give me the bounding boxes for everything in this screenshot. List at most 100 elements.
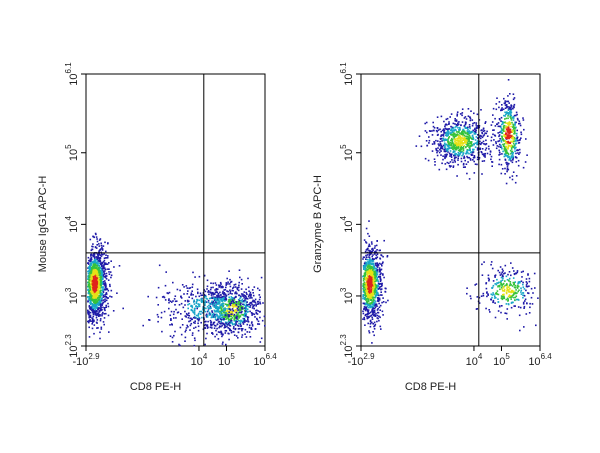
data-point [518, 314, 521, 317]
data-point [220, 298, 223, 300]
data-point [94, 308, 97, 311]
data-point [513, 138, 516, 140]
data-point [236, 288, 239, 291]
data-point [368, 251, 371, 254]
data-point [518, 153, 520, 155]
data-point [221, 303, 223, 306]
data-point [494, 283, 496, 285]
data-point [377, 284, 379, 286]
data-point [494, 316, 497, 319]
data-point [211, 332, 214, 334]
data-point [452, 134, 455, 137]
data-point [450, 113, 453, 115]
data-point [107, 279, 110, 281]
data-point [366, 281, 368, 283]
data-point [507, 109, 510, 111]
data-point [100, 248, 102, 250]
data-point [368, 262, 370, 264]
data-point [227, 318, 230, 321]
data-point [510, 298, 512, 300]
data-point [507, 130, 509, 133]
data-point [469, 151, 472, 154]
data-point [232, 304, 234, 306]
data-point [204, 323, 207, 326]
data-point [374, 277, 376, 279]
data-point [511, 289, 514, 292]
data-point [186, 293, 189, 295]
data-point [194, 326, 197, 329]
data-point [510, 274, 512, 277]
data-point [510, 117, 512, 120]
data-point [505, 145, 507, 148]
data-point [485, 282, 488, 284]
data-point [456, 175, 458, 177]
data-point [491, 161, 494, 163]
data-point [464, 123, 467, 126]
data-point [462, 152, 465, 154]
data-point [510, 291, 512, 294]
data-point [210, 316, 213, 319]
data-point [523, 305, 526, 308]
data-point [518, 282, 521, 284]
data-point [90, 289, 92, 291]
data-point [195, 317, 198, 319]
data-point [189, 320, 192, 322]
data-point [362, 310, 364, 313]
data-point [506, 137, 508, 139]
data-point [207, 290, 210, 292]
data-point [97, 267, 99, 269]
data-point [371, 275, 373, 278]
data-point [98, 260, 101, 263]
data-point [510, 107, 512, 109]
data-point [428, 136, 430, 138]
data-point [88, 326, 90, 329]
data-point [180, 333, 183, 336]
data-point [246, 308, 249, 311]
data-point [510, 306, 513, 309]
data-point [364, 268, 367, 270]
data-point [517, 281, 520, 284]
data-point [191, 332, 194, 334]
data-point [509, 130, 512, 132]
data-point [89, 293, 92, 295]
data-point [522, 119, 525, 121]
data-point [371, 266, 373, 269]
data-point [214, 325, 217, 327]
data-point [216, 306, 218, 308]
data-point [235, 305, 238, 308]
data-point [497, 269, 499, 272]
data-point [258, 289, 261, 291]
data-point [157, 304, 159, 306]
data-point [506, 150, 508, 152]
data-point [89, 271, 92, 273]
data-point [492, 129, 494, 131]
data-point [100, 289, 102, 291]
data-point [105, 278, 108, 280]
data-point [483, 160, 486, 162]
data-point [102, 245, 105, 247]
data-point [375, 286, 378, 289]
data-point [193, 313, 196, 315]
data-point [510, 301, 513, 304]
data-point [366, 248, 369, 250]
data-point [508, 286, 510, 288]
data-point [231, 317, 234, 319]
data-point [509, 110, 512, 112]
data-point [215, 319, 218, 321]
data-point [518, 122, 520, 125]
data-point [505, 182, 508, 185]
data-point [484, 156, 486, 158]
data-point [513, 136, 516, 139]
data-point [450, 139, 452, 142]
data-point [93, 291, 96, 294]
data-point [237, 315, 239, 317]
data-point [225, 284, 227, 286]
data-point [510, 160, 512, 162]
data-point [108, 331, 110, 333]
data-point [244, 328, 247, 331]
data-point [374, 314, 377, 317]
data-point [368, 268, 371, 271]
data-point [99, 305, 102, 307]
data-point [225, 286, 227, 289]
data-point [221, 343, 224, 345]
